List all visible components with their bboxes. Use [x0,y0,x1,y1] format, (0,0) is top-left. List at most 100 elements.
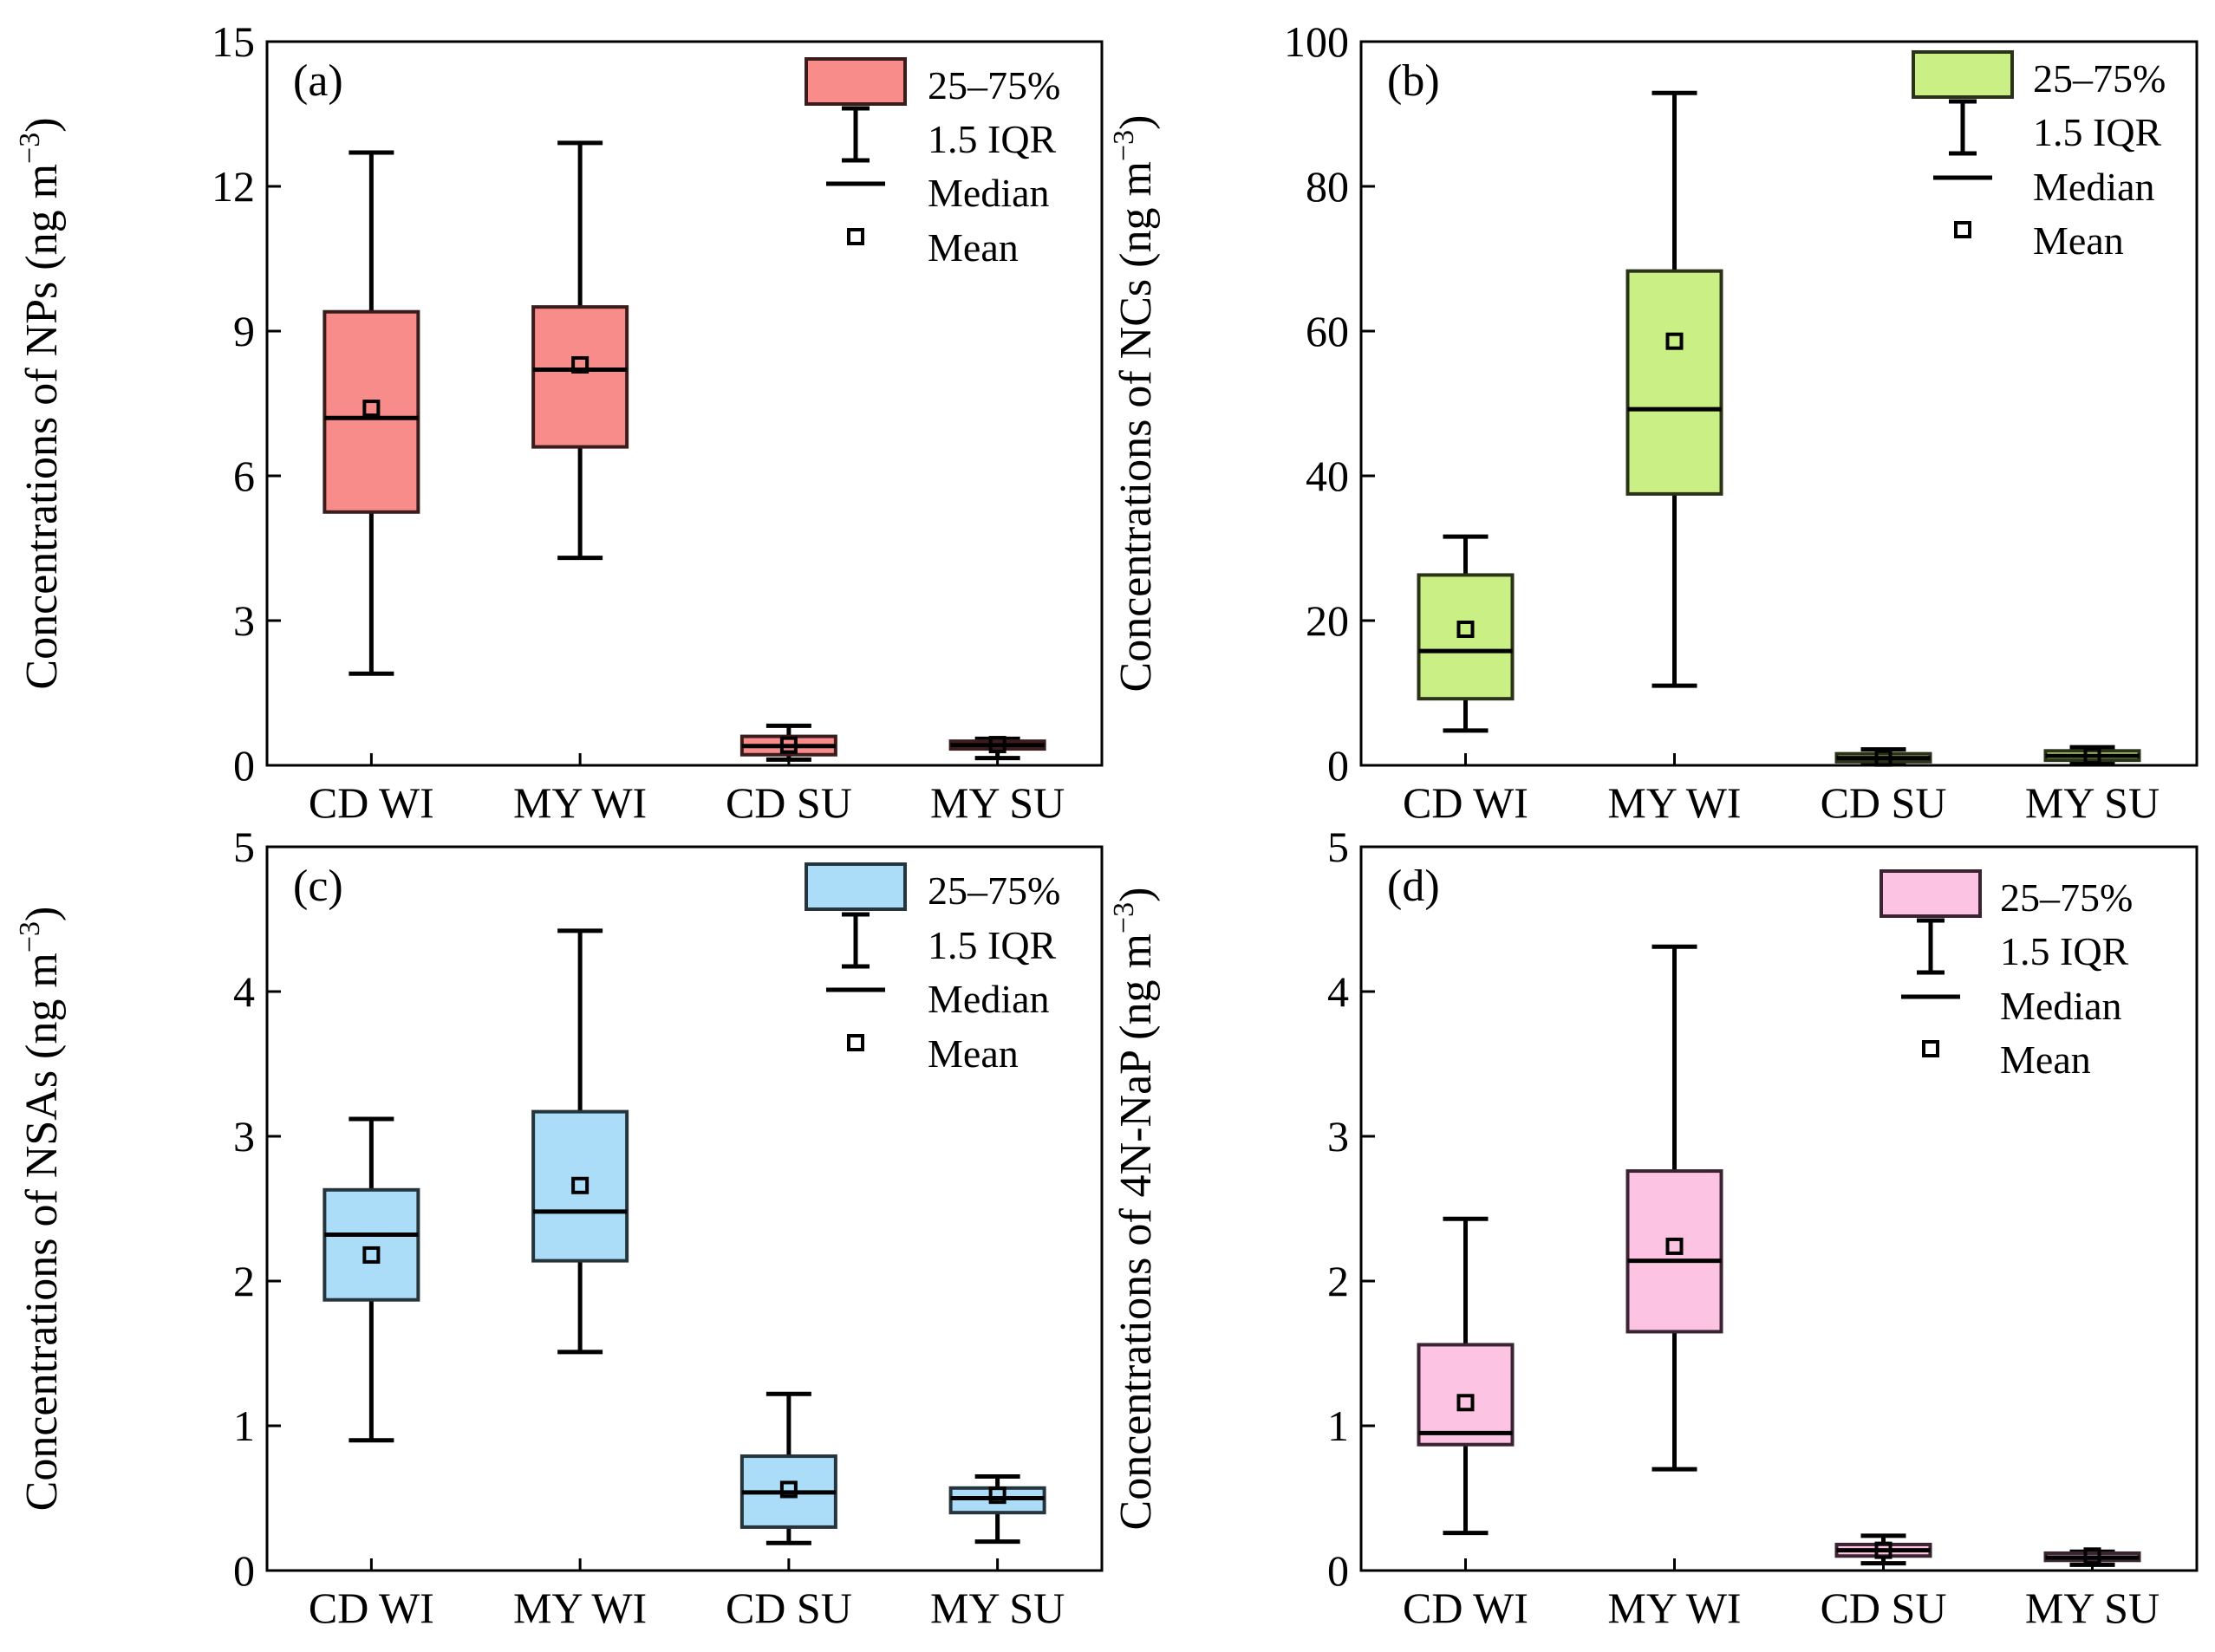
legend: 25–75% 1.5 IQR Median Mean [1912,50,2166,263]
y-axis-title-superscript: −3 [1108,130,1140,161]
y-axis-title-close: ) [1111,888,1161,902]
chart-panel-3: 0 1 2 3 4 5 CD WI MY WI CD SU MY SU Concentrations… [14,823,1104,1632]
y-tick-label: 4 [233,967,255,1016]
mean-marker [1874,1541,1893,1559]
box-cd-wi [322,150,420,676]
legend-label: 25–75% [2000,875,2133,920]
legend-box-swatch [1879,869,1982,918]
y-tick-label: 12 [212,162,255,211]
mean-marker [571,1176,590,1194]
y-axis-title: Concentrations of NCs (ng m−3) [1108,115,1161,693]
mean-marker [2083,747,2101,765]
box-cd-wi [1417,534,1515,733]
legend-mean-swatch [1954,221,1971,238]
y-axis-title: Concentrations of NSAs (ng m−3) [14,907,67,1512]
box-my-su [2043,745,2141,765]
legend-box-swatch [1912,50,2014,99]
mean-marker [988,736,1007,754]
x-tick-label: MY WI [1607,1584,1741,1632]
x-tick-label: MY SU [2025,778,2160,827]
iqr-box [948,1486,1046,1515]
legend-label: 25–75% [2033,56,2166,101]
iqr-box [1625,1169,1723,1334]
box-my-su [948,736,1046,761]
x-tick-label: MY SU [930,1584,1065,1632]
y-tick-label: 5 [1327,823,1349,871]
legend-label: 25–75% [928,868,1060,913]
legend-mean-swatch [1922,1040,1939,1057]
iqr-box [531,305,629,449]
legend-label: Median [2033,165,2155,209]
y-tick-label: 100 [1284,17,1349,66]
y-tick-label: 0 [233,1546,255,1595]
mean-marker [571,355,590,374]
legend-mean-swatch [847,1034,864,1051]
y-tick-label: 3 [1327,1112,1349,1161]
legend-label: 1.5 IQR [928,117,1057,161]
legend-label: Mean [928,225,1019,270]
y-axis-title: Concentrations of NPs (ng m−3) [14,117,67,689]
chart-panel-1: 0 3 6 9 12 15 CD WI MY WI CD SU MY SU Concentratio… [14,17,1104,827]
y-axis-title-superscript: −3 [14,921,46,953]
box-cd-su [1834,747,1932,767]
y-axis-title: Concentrations of 4N-NaP (ng m−3) [1108,888,1161,1531]
y-axis-title-close: ) [17,907,67,921]
iqr-box [1625,269,1723,496]
legend-label: 25–75% [928,63,1060,107]
panel-label: (c) [293,862,343,911]
mean-marker [1665,1237,1684,1255]
y-axis-title-superscript: −3 [1108,902,1140,933]
y-tick-label: 2 [233,1257,255,1305]
mean-marker [362,400,381,418]
y-tick-label: 15 [212,17,255,66]
legend: 25–75% 1.5 IQR Median Mean [1879,869,2133,1082]
x-tick-label: CD SU [1821,1584,1947,1632]
box-my-wi [531,928,629,1355]
x-tick-label: MY SU [930,778,1065,827]
plot-frame [265,40,1104,767]
mean-marker [1665,332,1684,350]
y-tick-label: 2 [1327,1257,1349,1305]
panel-label: (d) [1387,862,1440,911]
x-tick-label: MY WI [1607,778,1741,827]
y-tick-label: 5 [233,823,255,871]
box-my-wi [531,140,629,561]
y-axis-title-close: ) [17,117,67,132]
y-tick-label: 80 [1306,162,1349,211]
plot-frame [1359,845,2199,1572]
x-tick-label: CD WI [309,1584,434,1632]
y-axis-title-text: Concentrations of 4N-NaP (ng m [1111,933,1161,1530]
box-my-wi [1625,944,1723,1472]
y-tick-label: 3 [233,596,255,645]
x-tick-label: MY WI [513,1584,647,1632]
mean-marker [988,1486,1007,1505]
legend: 25–75% 1.5 IQR Median Mean [805,862,1060,1076]
chart-panel-2: 0 20 40 60 80 100 CD WI MY WI CD SU MY SU Concentr… [1108,17,2199,827]
legend-box-swatch [805,57,907,106]
mean-marker [362,1246,381,1264]
x-tick-label: CD SU [1821,778,1947,827]
box-my-su [948,1473,1046,1545]
legend-label: Mean [928,1031,1019,1076]
box-cd-wi [1417,1216,1515,1536]
legend-mean-swatch [847,228,864,245]
panel-label: (a) [293,56,343,106]
y-tick-label: 4 [1327,967,1349,1016]
legend-label: Median [2000,984,2122,1028]
box-cd-su [739,1391,837,1545]
y-tick-label: 40 [1306,452,1349,500]
chart-panel-4: 0 1 2 3 4 5 CD WI MY WI CD SU MY SU Concentrations… [1108,823,2199,1632]
x-tick-label: CD WI [309,778,434,827]
y-tick-label: 0 [233,741,255,790]
plot-frame [265,845,1104,1572]
x-tick-label: CD SU [726,778,852,827]
legend-box-swatch [805,862,907,911]
box-cd-su [1834,1533,1932,1566]
x-tick-label: CD SU [726,1584,852,1632]
y-axis-title-close: ) [1111,115,1161,130]
legend-label: Mean [2033,218,2124,263]
iqr-box [322,309,420,514]
y-axis-title-text: Concentrations of NCs (ng m [1111,161,1161,692]
box-my-su [2043,1547,2141,1567]
